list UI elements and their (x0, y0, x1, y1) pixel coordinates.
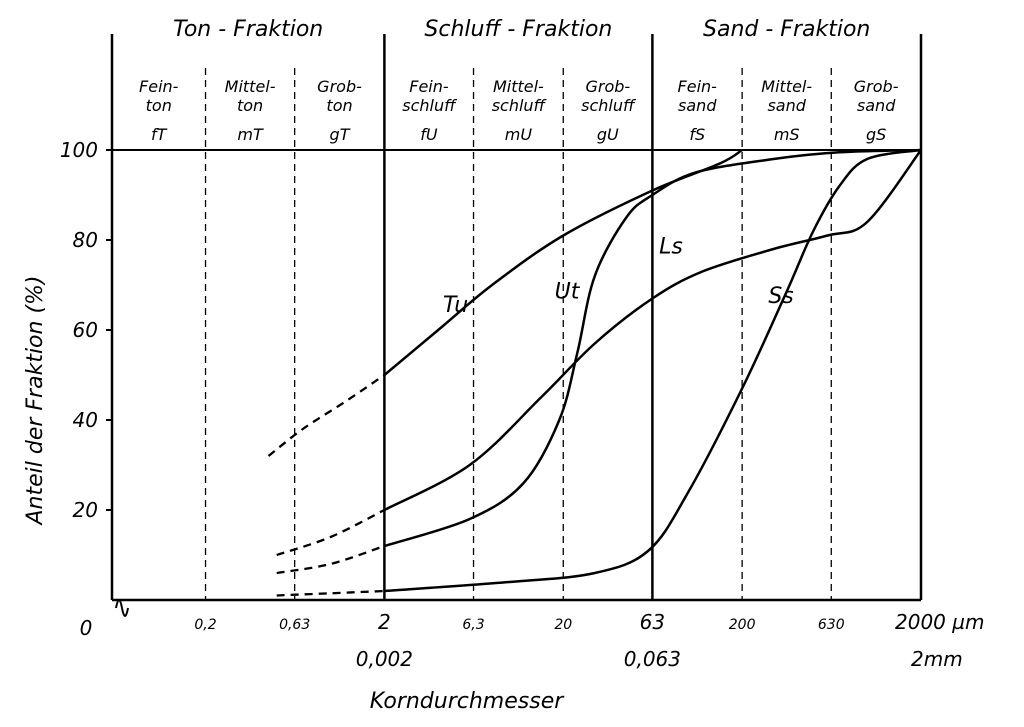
subfraction-name: Mittel- (761, 77, 812, 96)
subfraction-name: Fein- (409, 77, 449, 96)
y-tick-label: 100 (60, 138, 98, 162)
x-tick-label: 2 (378, 610, 391, 634)
subfraction-name: Fein- (139, 77, 179, 96)
chart-frame (110, 34, 923, 617)
x-axis-label: Korndurchmesser (370, 689, 566, 714)
y-tick-label: 60 (73, 318, 98, 342)
series-label-tu: Tu (443, 293, 468, 318)
x-tick-label: 63 (640, 610, 665, 634)
y-tick-label: 40 (73, 408, 98, 432)
subfraction-name: Mittel- (225, 77, 276, 96)
subfraction-name: sand (678, 96, 717, 115)
subfraction-name: Grob- (317, 77, 362, 96)
subfraction-name: schluff (402, 96, 458, 115)
fraction-label: Sand - Fraktion (703, 17, 870, 42)
y-axis-ticks: 20 40 60 80 100 0 (60, 138, 112, 640)
subfraction-name: Grob- (585, 77, 630, 96)
series-ut-dashed-line (276, 544, 385, 575)
subfraction-abbr: gU (597, 125, 619, 144)
series-tu-dashed-line (267, 374, 386, 457)
subfraction-abbr: fU (420, 125, 438, 144)
x-tick-label: 20 (554, 617, 572, 633)
subfraction-name: Grob- (854, 77, 899, 96)
x-tick-label: 0,2 (194, 617, 216, 633)
subfraction-abbr: fT (151, 125, 168, 144)
series-label-ut: Ut (555, 280, 581, 305)
series-ss-dashed-line (276, 589, 385, 597)
y-tick-label: 80 (73, 228, 98, 252)
x-tick-label: 630 (818, 617, 845, 633)
x-tick-label: 0,63 (279, 617, 310, 633)
subfraction-name: sand (857, 96, 896, 115)
x-axis-ticks: 0,2 0,63 2 6,3 20 63 200 630 2000 µm 0,002 0,063 2m… (194, 610, 984, 671)
series-ls-dashed-line (276, 508, 385, 557)
y-origin-label: 0 (80, 616, 93, 640)
y-tick-label: 20 (73, 498, 98, 522)
series-ls-line (383, 149, 923, 512)
subfraction-name: ton (326, 96, 352, 115)
series-ss-line (384, 148, 922, 593)
subfraction-name: schluff (581, 96, 637, 115)
axis-break-mark (115, 599, 129, 617)
subfraction-abbr: gT (330, 125, 351, 144)
subfraction-abbr: fS (689, 125, 705, 144)
series-labels: Tu Ut Ls Ss (443, 235, 794, 319)
x-tick-label: 2000 µm (895, 610, 984, 634)
subfraction-name: Fein- (678, 77, 718, 96)
subfraction-name: Mittel- (493, 77, 544, 96)
x-tick-label: 200 (729, 617, 756, 633)
series-label-ls: Ls (659, 235, 683, 260)
subfraction-abbr: gS (866, 125, 886, 144)
subfraction-name: ton (237, 96, 263, 115)
series-tu-line (383, 148, 743, 376)
fraction-labels: Ton - Fraktion Schluff - Fraktion Sand - F… (173, 17, 870, 42)
subfraction-name: schluff (492, 96, 548, 115)
subfraction-name: sand (767, 96, 806, 115)
x-mm-label: 0,063 (624, 647, 681, 671)
subfraction-abbr: mS (774, 125, 800, 144)
subfraction-abbr: mU (505, 125, 533, 144)
series-ut-line (384, 148, 922, 548)
subfraction-labels: Fein-ton fT Mittel-ton mT Grob-ton gT Fein-sch… (139, 77, 899, 144)
fraction-label: Schluff - Fraktion (424, 17, 612, 42)
y-axis-label: Anteil der Fraktion (%) (23, 275, 48, 526)
subfraction-abbr: mT (237, 125, 264, 144)
x-mm-label: 2mm (911, 647, 963, 671)
fraction-label: Ton - Fraktion (173, 17, 323, 42)
series-curves (267, 148, 923, 597)
x-tick-label: 6,3 (462, 617, 484, 633)
fraction-boundaries (204, 34, 832, 600)
x-mm-label: 0,002 (356, 647, 413, 671)
subfraction-name: ton (146, 96, 172, 115)
series-label-ss: Ss (768, 284, 793, 309)
